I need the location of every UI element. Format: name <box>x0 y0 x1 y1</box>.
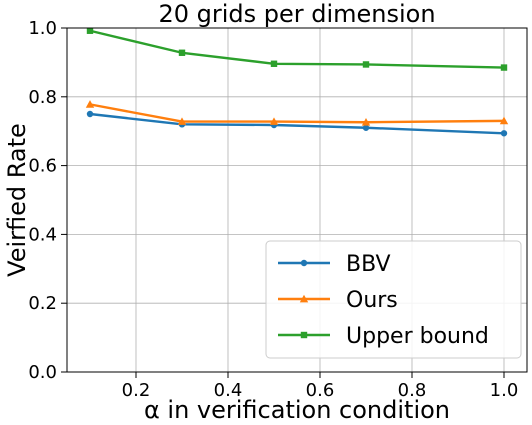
data-point-upper-bound <box>178 49 186 56</box>
x-tick-label: 0.4 <box>214 380 243 401</box>
legend-label-bbv: BBV <box>346 252 391 277</box>
y-axis-label: Veirfied Rate <box>3 123 31 277</box>
x-tick-label: 0.2 <box>122 380 151 401</box>
chart-title: 20 grids per dimension <box>158 0 435 28</box>
legend-marker-bbv <box>300 259 308 267</box>
legend-box <box>265 240 522 359</box>
legend: BBV Ours Upper bound <box>265 240 522 359</box>
data-point-ours <box>499 116 509 125</box>
data-point-bbv <box>86 110 94 118</box>
data-point-upper-bound <box>270 60 278 67</box>
series-line-ours <box>89 103 505 124</box>
series-line-upper-bound <box>89 29 505 69</box>
data-point-bbv <box>500 130 508 137</box>
data-point-upper-bound <box>362 61 370 68</box>
data-point-ours <box>269 117 279 125</box>
plot-frame <box>66 27 528 373</box>
y-tick-label: 0.8 <box>28 87 57 108</box>
data-point-upper-bound <box>86 27 94 34</box>
y-tick-label: 0.2 <box>28 293 57 314</box>
data-point-ours <box>361 118 371 126</box>
series-lines <box>85 27 509 137</box>
data-point-ours <box>177 117 187 125</box>
data-point-upper-bound <box>500 64 508 71</box>
data-point-bbv <box>362 124 370 131</box>
legend-label-upper-bound: Upper bound <box>346 324 489 349</box>
x-tick-label: 0.8 <box>398 380 427 401</box>
y-tick-label: 0.6 <box>28 156 57 177</box>
x-tick-label: 0.6 <box>306 380 335 401</box>
y-tick-label: 1.0 <box>28 18 57 39</box>
legend-marker-upper-bound <box>300 331 308 339</box>
x-tick-label: 1.0 <box>490 380 519 401</box>
axis-ticks: 0.0 0.2 0.4 0.6 0.8 1.0 0.2 0.4 0.6 0.8 1.0 <box>28 18 518 401</box>
data-point-ours <box>85 100 95 108</box>
legend-label-ours: Ours <box>346 288 398 313</box>
x-axis-label: α in verification condition <box>144 396 450 424</box>
y-tick-label: 0.4 <box>28 224 57 245</box>
y-tick-label: 0.0 <box>28 362 57 383</box>
legend-marker-ours <box>299 294 309 303</box>
